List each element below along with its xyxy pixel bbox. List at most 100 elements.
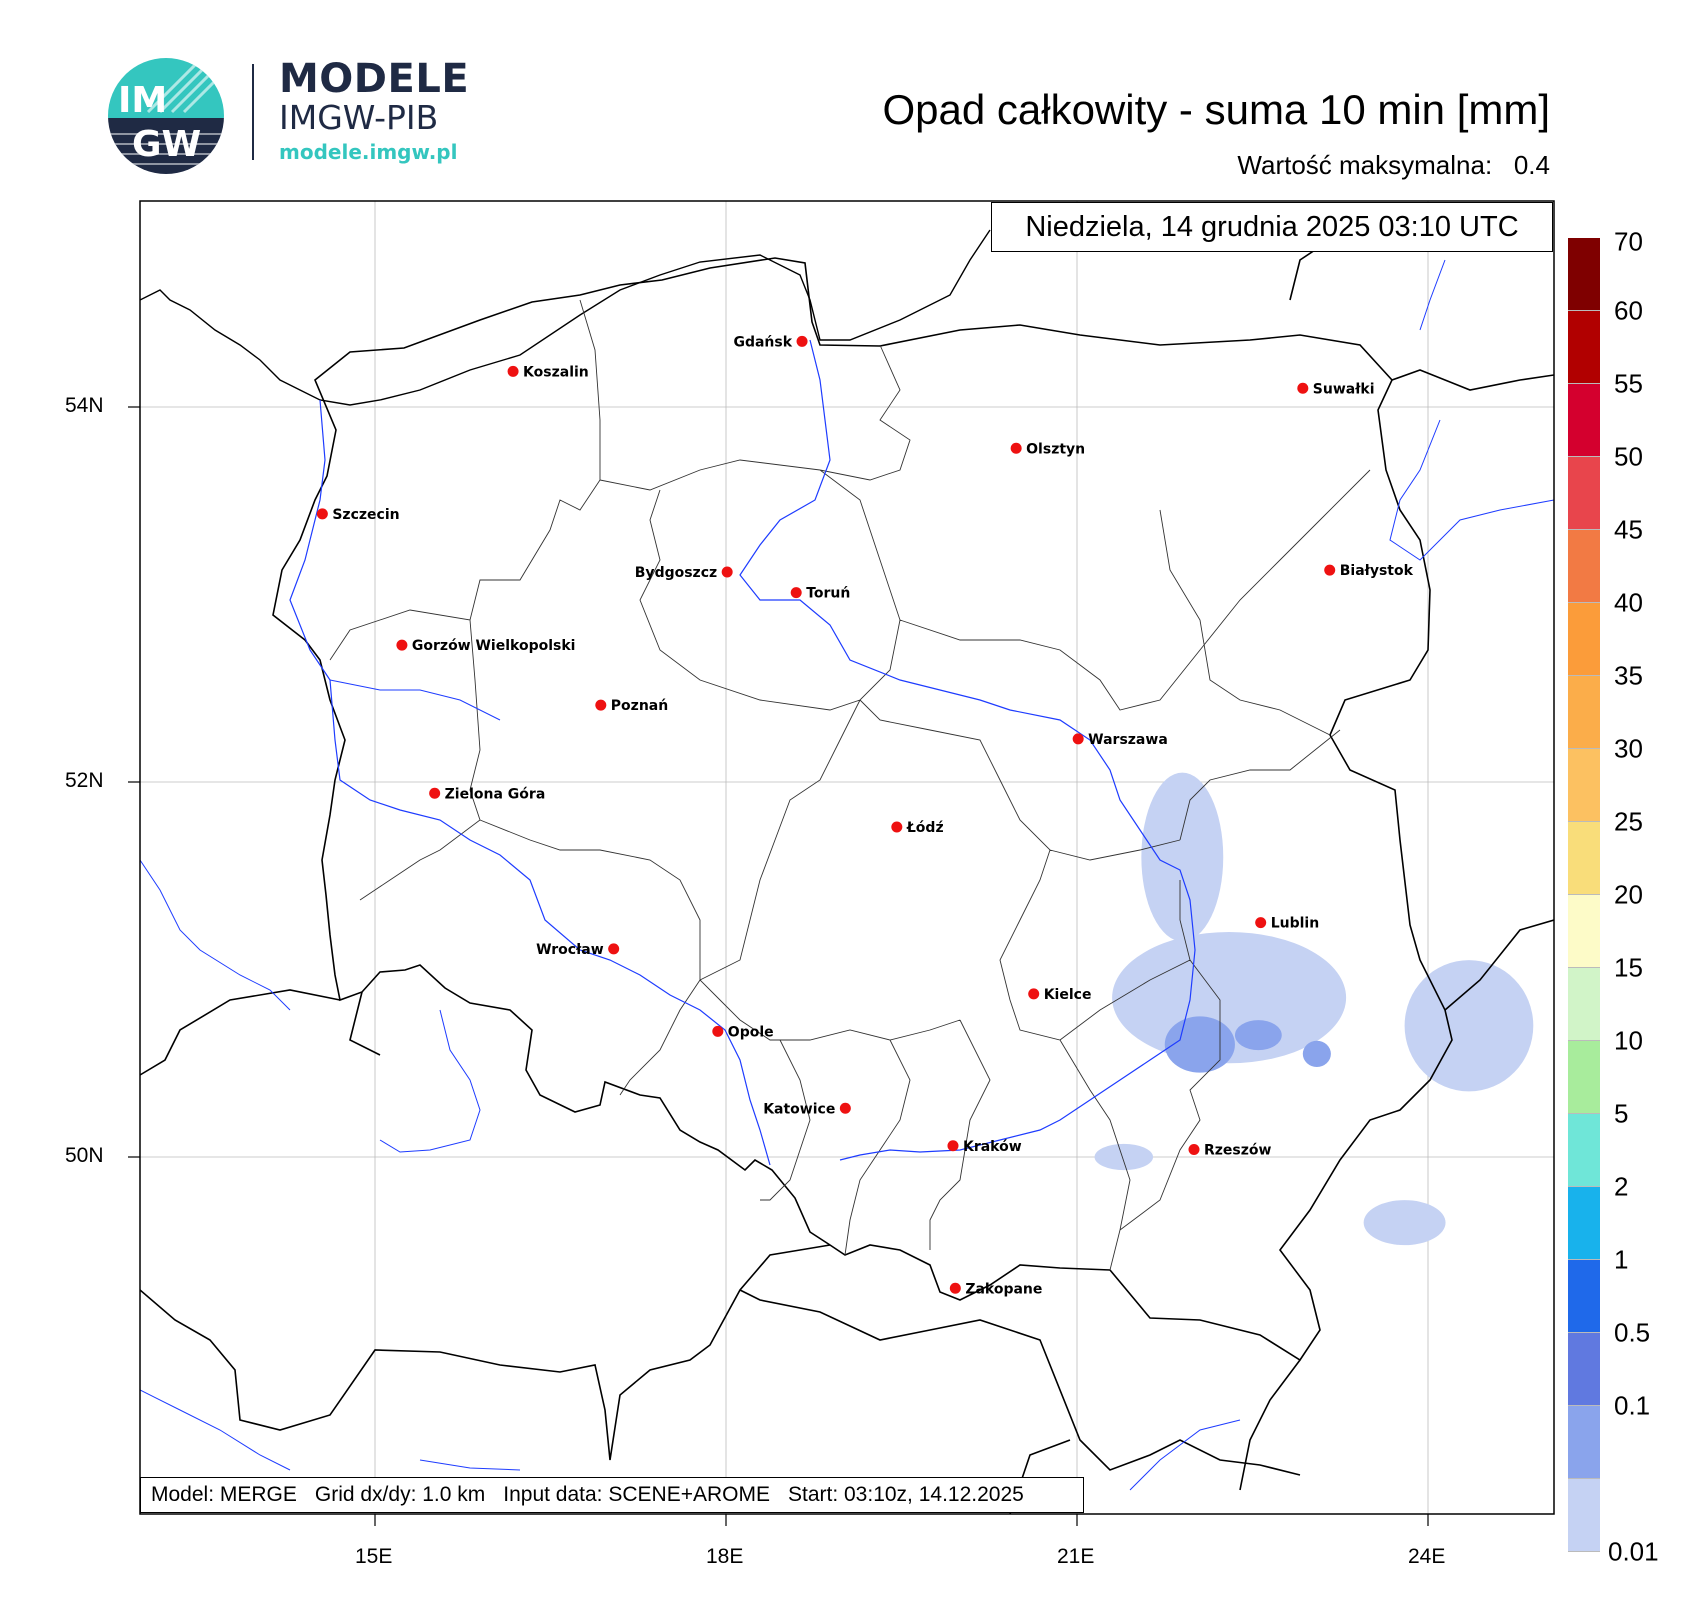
city-marker[interactable]: Olsztyn [1010,441,1085,457]
max-value: 0.4 [1513,150,1550,180]
city-marker[interactable]: Rzeszów [1188,1143,1272,1159]
legend-bin [1568,1260,1600,1333]
city-dot [949,1282,961,1294]
czech-austria-border [140,1244,831,1461]
legend-bin [1568,603,1600,676]
graticule [140,201,1554,1514]
city-label: Opole [728,1024,774,1040]
city-marker[interactable]: Opole [712,1024,774,1040]
legend-level-label: 35 [1614,660,1643,691]
warta-river [329,679,501,721]
max-value-label: Wartość maksymalna: [1237,150,1493,180]
precip-area [1164,1016,1235,1073]
brand-url[interactable]: modele.imgw.pl [279,140,458,164]
city-label: Poznań [611,698,668,714]
city-marker[interactable]: Kielce [1028,987,1091,1003]
city-dot [891,821,903,833]
cities-layer: Gdańsk Koszalin Suwałki Olsztyn Szczecin Biał… [316,334,1414,1297]
city-label: Katowice [763,1101,835,1117]
poland-border [272,257,1453,1362]
city-dot [1072,733,1084,745]
max-value-line: Wartość maksymalna: 0.4 [1237,150,1550,181]
legend-bin [1568,1479,1600,1552]
city-dot [947,1140,959,1152]
elbe-river [140,859,481,1153]
city-label: Bydgoszcz [635,565,717,581]
legend-bin [1568,676,1600,749]
legend-bin [1568,1406,1600,1479]
precip-area [1234,1020,1282,1051]
legend-bin [1568,1187,1600,1260]
legend-level-label: 45 [1614,514,1643,545]
input-data: Input data: SCENE+AROME [503,1483,770,1506]
city-label: Wrocław [536,942,604,958]
legend-level-label: 70 [1614,226,1643,257]
city-marker[interactable]: Zielona Góra [429,786,545,802]
city-dot [608,943,620,955]
brand-title: MODELE [279,56,470,102]
logo-mark-top: IM [118,80,167,121]
city-label: Zielona Góra [445,786,546,802]
belarus-border [1391,369,1554,1011]
city-marker[interactable]: Toruń [790,586,851,602]
city-marker[interactable]: Szczecin [316,507,400,523]
legend-bin [1568,238,1600,311]
city-label: Białystok [1340,563,1414,579]
legend-bin [1568,749,1600,822]
germany-czech-border [140,989,381,1076]
legend-level-label: 30 [1614,733,1643,764]
city-marker[interactable]: Białystok [1324,563,1414,579]
imgw-logo: IM GW [108,58,224,174]
city-label: Warszawa [1088,732,1168,748]
city-dot [507,365,519,377]
city-marker[interactable]: Warszawa [1072,732,1168,748]
danube-river [140,1389,1241,1491]
precip-area [1404,960,1534,1092]
precip-area [1094,1143,1154,1171]
city-marker[interactable]: Suwałki [1297,381,1375,397]
city-marker[interactable]: Gorzów Wielkopolski [396,638,575,654]
city-marker[interactable]: Gdańsk [733,334,808,350]
city-marker[interactable]: Koszalin [507,364,589,380]
city-label: Zakopane [965,1281,1042,1297]
city-dot [1188,1144,1200,1155]
logo-mark-bottom: GW [132,124,201,165]
city-marker[interactable]: Kraków [947,1139,1022,1155]
city-dot [396,639,408,651]
city-label: Kielce [1044,987,1092,1003]
legend-bin [1568,968,1600,1041]
city-label: Toruń [806,586,850,602]
legend-level-label: 15 [1614,952,1643,983]
legend-level-label: 20 [1614,879,1643,910]
legend-level-label: 60 [1614,295,1643,326]
borders-layer [140,229,1554,1514]
legend-level-label: 0.1 [1614,1390,1651,1421]
brand-subtitle: IMGW-PIB [279,98,439,137]
legend-bin [1568,1041,1600,1114]
legend-bin [1568,1333,1600,1406]
city-dot [595,699,607,711]
city-marker[interactable]: Lublin [1255,916,1319,932]
city-marker[interactable]: Poznań [595,698,668,714]
city-marker[interactable]: Zakopane [949,1281,1043,1297]
voivodeship-boundaries [329,299,1371,1271]
city-label: Rzeszów [1204,1143,1272,1159]
lon-tick-label: 15E [355,1545,393,1568]
city-dot [839,1102,851,1114]
city-label: Olsztyn [1026,441,1085,457]
vistula-river [739,339,1196,1161]
legend-level-label: 0.01 [1608,1536,1659,1567]
city-marker[interactable]: Łódź [891,820,944,836]
legend-bin [1568,384,1600,457]
lon-tick-label: 21E [1057,1545,1095,1568]
city-marker[interactable]: Katowice [763,1101,851,1117]
city-dot [796,335,808,347]
grid-resolution: Grid dx/dy: 1.0 km [314,1483,486,1506]
city-marker[interactable]: Bydgoszcz [635,565,733,581]
city-dot [1028,988,1040,1000]
start-time: Start: 03:10z, 14.12.2025 [787,1483,1024,1506]
legend-level-label: 2 [1614,1171,1629,1202]
city-marker[interactable]: Wrocław [536,942,620,958]
precip-area [1302,1040,1331,1067]
